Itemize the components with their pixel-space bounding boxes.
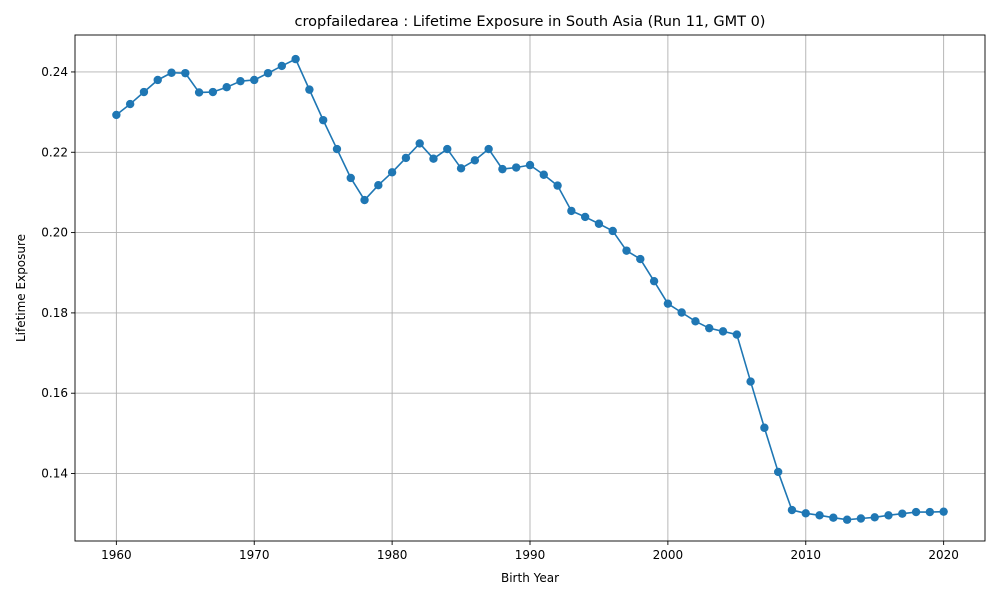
data-point bbox=[539, 170, 548, 179]
data-point bbox=[898, 509, 907, 518]
data-point bbox=[470, 156, 480, 165]
data-point bbox=[250, 75, 259, 85]
data-point bbox=[112, 110, 121, 120]
x-axis-ticks: 1960 1970 1980 1990 2000 2010 2020 bbox=[101, 541, 959, 562]
data-point bbox=[429, 154, 438, 163]
data-point bbox=[580, 212, 590, 222]
y-tick-label: 0.24 bbox=[41, 65, 68, 79]
data-point bbox=[401, 153, 411, 163]
y-tick-label: 0.20 bbox=[41, 226, 68, 240]
data-point bbox=[622, 246, 631, 255]
data-point bbox=[153, 75, 162, 85]
x-tick-label: 2010 bbox=[790, 548, 821, 562]
data-point bbox=[594, 219, 604, 228]
y-axis-ticks: 0.14 0.16 0.18 0.20 0.22 0.24 bbox=[41, 65, 75, 481]
data-point bbox=[939, 507, 948, 516]
data-point bbox=[718, 327, 728, 336]
data-point bbox=[649, 276, 659, 286]
data-point bbox=[498, 164, 507, 174]
data-point bbox=[746, 377, 755, 386]
data-point bbox=[125, 99, 135, 109]
data-point bbox=[512, 163, 521, 172]
data-point bbox=[842, 515, 852, 524]
data-point bbox=[663, 299, 673, 308]
data-point bbox=[608, 226, 617, 236]
x-tick-label: 1980 bbox=[377, 548, 408, 562]
data-point bbox=[291, 54, 300, 64]
data-point bbox=[925, 507, 935, 517]
data-point bbox=[194, 88, 204, 97]
y-tick-label: 0.14 bbox=[41, 467, 68, 481]
data-point bbox=[856, 514, 866, 523]
data-point bbox=[677, 308, 686, 317]
series-markers bbox=[112, 54, 948, 524]
data-point bbox=[456, 164, 466, 173]
data-point bbox=[222, 83, 231, 92]
y-tick-label: 0.16 bbox=[41, 386, 68, 400]
data-point bbox=[911, 507, 921, 517]
x-axis-label: Birth Year bbox=[501, 571, 559, 585]
data-point bbox=[181, 68, 190, 78]
x-tick-label: 1990 bbox=[515, 548, 546, 562]
data-point bbox=[374, 180, 383, 190]
x-tick-label: 1970 bbox=[239, 548, 270, 562]
x-tick-label: 1960 bbox=[101, 548, 132, 562]
data-point bbox=[829, 513, 838, 522]
data-point bbox=[305, 85, 314, 94]
data-point bbox=[705, 323, 714, 333]
data-point bbox=[415, 139, 424, 148]
y-tick-label: 0.22 bbox=[41, 145, 68, 159]
data-point bbox=[787, 505, 797, 515]
data-point bbox=[760, 423, 769, 432]
data-point bbox=[387, 168, 397, 177]
y-tick-label: 0.18 bbox=[41, 306, 68, 320]
data-point bbox=[773, 467, 783, 477]
data-point bbox=[691, 317, 700, 326]
data-point bbox=[263, 68, 273, 78]
data-point bbox=[636, 254, 645, 264]
data-point bbox=[732, 330, 742, 339]
data-point bbox=[801, 509, 810, 518]
data-point bbox=[139, 87, 149, 97]
data-point bbox=[567, 206, 576, 216]
x-tick-label: 2000 bbox=[653, 548, 684, 562]
data-point bbox=[167, 68, 176, 77]
chart-title: cropfailedarea : Lifetime Exposure in So… bbox=[295, 14, 766, 30]
y-axis-label: Lifetime Exposure bbox=[14, 234, 28, 342]
data-point bbox=[525, 160, 535, 170]
data-point bbox=[360, 195, 369, 205]
data-point bbox=[332, 144, 342, 154]
data-point bbox=[870, 513, 879, 522]
data-point bbox=[884, 511, 893, 520]
data-point bbox=[346, 173, 355, 183]
data-point bbox=[208, 87, 218, 97]
data-point bbox=[236, 76, 245, 86]
data-point bbox=[443, 144, 452, 154]
data-point bbox=[553, 181, 562, 190]
x-tick-label: 2020 bbox=[928, 548, 959, 562]
data-point bbox=[484, 144, 493, 154]
data-point bbox=[277, 61, 287, 71]
grid bbox=[75, 35, 985, 541]
data-point bbox=[815, 511, 824, 520]
data-point bbox=[318, 115, 328, 125]
